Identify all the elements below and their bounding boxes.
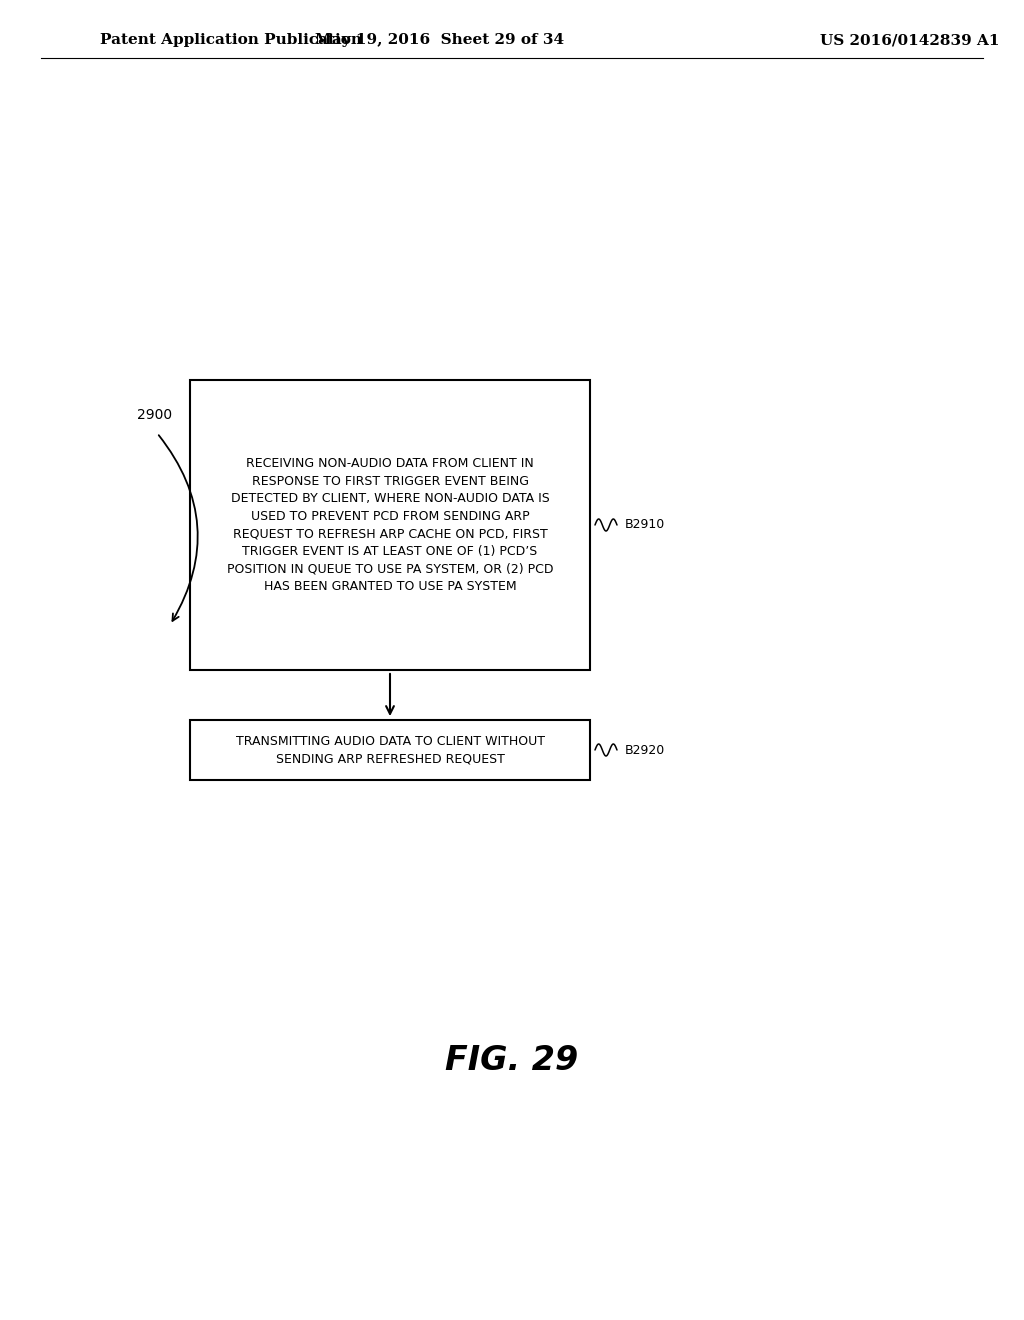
Bar xyxy=(190,380,590,671)
Text: B2910: B2910 xyxy=(625,519,666,532)
Text: B2920: B2920 xyxy=(625,743,666,756)
FancyArrowPatch shape xyxy=(159,436,198,620)
Text: TRANSMITTING AUDIO DATA TO CLIENT WITHOUT
SENDING ARP REFRESHED REQUEST: TRANSMITTING AUDIO DATA TO CLIENT WITHOU… xyxy=(236,735,545,766)
Text: May 19, 2016  Sheet 29 of 34: May 19, 2016 Sheet 29 of 34 xyxy=(315,33,564,48)
Text: US 2016/0142839 A1: US 2016/0142839 A1 xyxy=(820,33,999,48)
Text: RECEIVING NON-AUDIO DATA FROM CLIENT IN
RESPONSE TO FIRST TRIGGER EVENT BEING
DE: RECEIVING NON-AUDIO DATA FROM CLIENT IN … xyxy=(226,457,553,593)
Text: 2900: 2900 xyxy=(137,408,173,422)
Text: FIG. 29: FIG. 29 xyxy=(445,1044,579,1077)
Bar xyxy=(190,719,590,780)
Text: Patent Application Publication: Patent Application Publication xyxy=(100,33,362,48)
